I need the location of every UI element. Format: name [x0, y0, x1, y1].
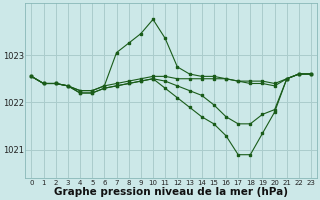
X-axis label: Graphe pression niveau de la mer (hPa): Graphe pression niveau de la mer (hPa)	[54, 187, 288, 197]
